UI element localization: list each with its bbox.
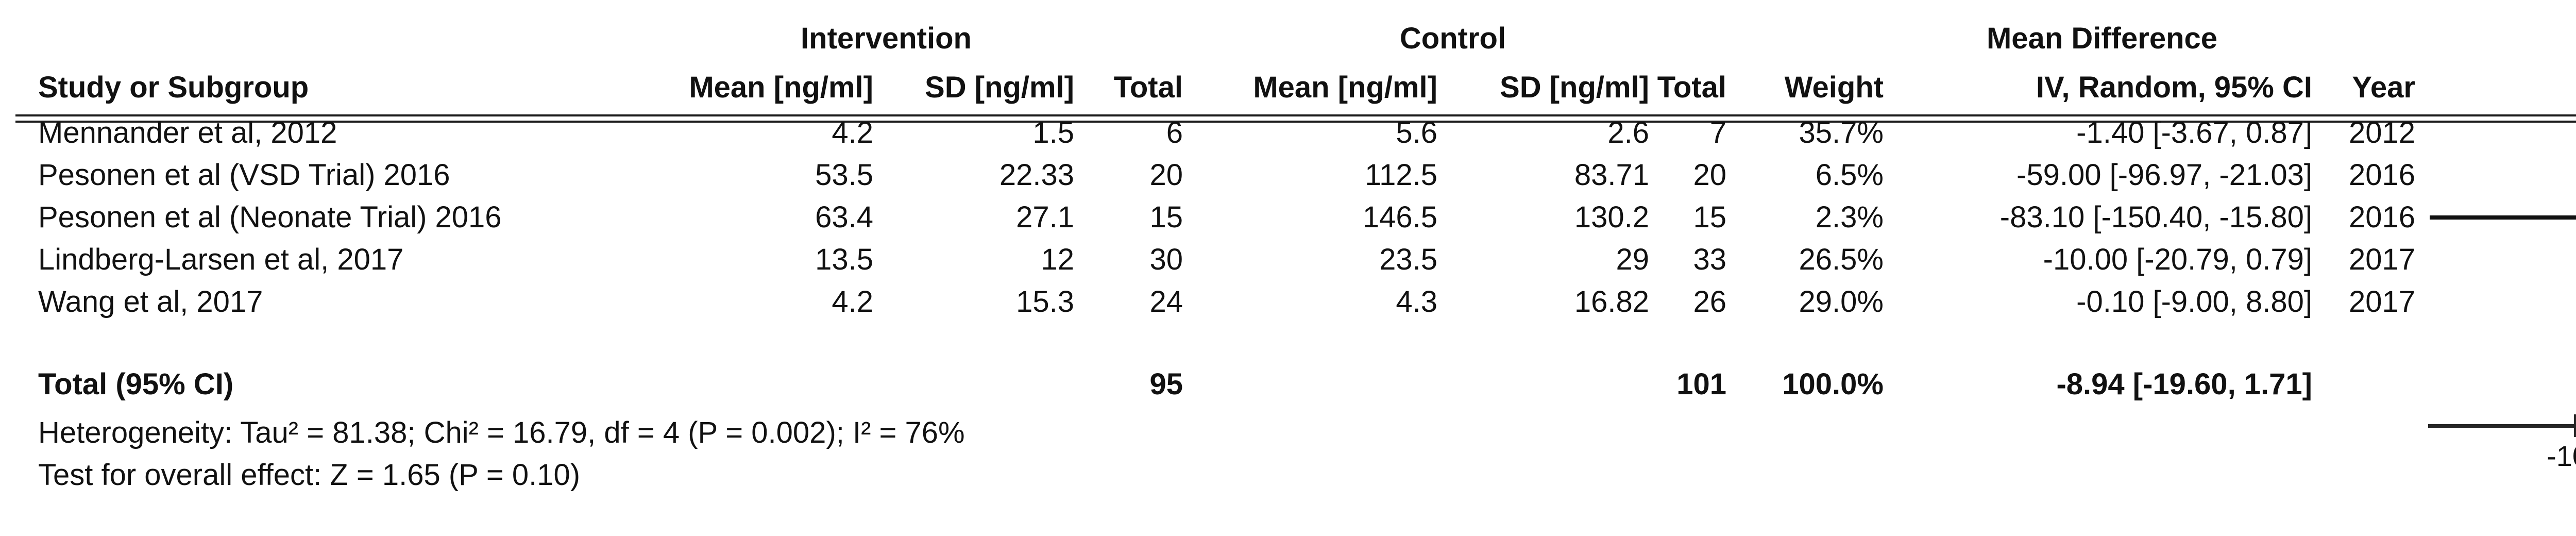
total-row: Total (95% CI) 95 101 100.0% -8.94 [-19.… (0, 367, 2576, 402)
heterogeneity-note: Heterogeneity: Tau² = 81.38; Chi² = 16.7… (38, 416, 965, 449)
col-iv-random-ci: IV, Random, 95% CI (2036, 71, 2312, 104)
control-sd: 29 (1616, 243, 1649, 276)
control-total: 7 (1709, 116, 1726, 149)
control-total: 33 (1693, 243, 1726, 276)
table-row: Mennander et al, 2012 4.2 1.5 6 5.6 2.6 … (0, 115, 2576, 150)
intervention-mean: 53.5 (815, 158, 873, 192)
intervention-sd: 15.3 (1016, 285, 1074, 319)
weight-value: 2.3% (1815, 200, 1884, 234)
md-ci-value: -83.10 [-150.40, -15.80] (1999, 200, 2312, 234)
column-header-row: Study or Subgroup Mean [ng/ml] SD [ng/ml… (0, 70, 2576, 105)
study-name: Wang et al, 2017 (38, 285, 263, 319)
table-row: Pesonen et al (Neonate Trial) 2016 63.4 … (0, 200, 2576, 235)
intervention-mean: 13.5 (815, 243, 873, 276)
control-sd: 16.82 (1574, 285, 1649, 319)
year-value: 2017 (2348, 243, 2415, 276)
intervention-mean: 63.4 (815, 200, 873, 234)
overall-effect-note: Test for overall effect: Z = 1.65 (P = 0… (38, 458, 581, 492)
col-study-or-subgroup: Study or Subgroup (38, 71, 309, 104)
x-axis-line (2428, 424, 2576, 428)
intervention-sd: 1.5 (1032, 116, 1074, 149)
year-value: 2012 (2348, 116, 2415, 149)
intervention-sd: 27.1 (1016, 200, 1074, 234)
control-sd: 83.71 (1574, 158, 1649, 192)
weight-value: 29.0% (1799, 285, 1884, 319)
axis-tick-label: -100 (2547, 440, 2576, 472)
intervention-sd: 12 (1041, 243, 1074, 276)
year-value: 2016 (2348, 158, 2415, 192)
md-ci-value: -10.00 [-20.79, 0.79] (2043, 243, 2312, 276)
col-weight: Weight (1784, 71, 1884, 104)
control-total: 26 (1693, 285, 1726, 319)
intervention-total: 30 (1149, 243, 1183, 276)
study-name: Pesonen et al (VSD Trial) 2016 (38, 158, 450, 192)
intervention-total: 24 (1149, 285, 1183, 319)
md-ci-value: -0.10 [-9.00, 8.80] (2076, 285, 2312, 319)
axis-tick (2574, 414, 2576, 437)
control-mean: 112.5 (1365, 158, 1437, 192)
weight-value: 6.5% (1815, 158, 1884, 192)
intervention-mean: 4.2 (832, 285, 873, 319)
favours-intervention-label: Favours [intervention] (2292, 473, 2576, 506)
col-control-total: Total (1657, 71, 1726, 104)
total-intervention-n: 95 (1149, 367, 1183, 401)
total-label: Total (95% CI) (38, 367, 234, 401)
control-mean: 146.5 (1362, 200, 1437, 234)
year-value: 2017 (2348, 285, 2415, 319)
group-header-row: Intervention Control Mean Difference Mea… (0, 21, 2576, 56)
intervention-total: 6 (1166, 116, 1183, 149)
col-intervention-total: Total (1113, 71, 1183, 104)
mean-difference-text-header: Mean Difference (1986, 22, 2218, 55)
table-row: Lindberg-Larsen et al, 2017 13.5 12 30 2… (0, 242, 2576, 277)
total-md-ci: -8.94 [-19.60, 1.71] (2056, 367, 2312, 401)
col-control-mean: Mean [ng/ml] (1253, 71, 1437, 104)
intervention-mean: 4.2 (832, 116, 873, 149)
col-year: Year (2352, 71, 2415, 104)
study-name: Pesonen et al (Neonate Trial) 2016 (38, 200, 502, 234)
header-divider-rule (15, 114, 2576, 123)
control-mean: 4.3 (1396, 285, 1437, 319)
control-mean: 23.5 (1379, 243, 1437, 276)
intervention-total: 20 (1149, 158, 1183, 192)
control-sd: 130.2 (1574, 200, 1649, 234)
total-control-n: 101 (1676, 367, 1726, 401)
confidence-interval-line (2429, 215, 2576, 220)
weight-value: 26.5% (1799, 243, 1884, 276)
study-name: Mennander et al, 2012 (38, 116, 337, 149)
intervention-group-header: Intervention (801, 22, 972, 55)
control-sd: 2.6 (1607, 116, 1649, 149)
table-row: Wang et al, 2017 4.2 15.3 24 4.3 16.82 2… (0, 284, 2576, 320)
control-mean: 5.6 (1396, 116, 1437, 149)
control-group-header: Control (1399, 22, 1506, 55)
col-intervention-mean: Mean [ng/ml] (689, 71, 873, 104)
col-control-sd: SD [ng/ml] (1500, 71, 1649, 104)
weight-value: 35.7% (1799, 116, 1884, 149)
year-value: 2016 (2348, 200, 2415, 234)
intervention-total: 15 (1149, 200, 1183, 234)
study-name: Lindberg-Larsen et al, 2017 (38, 243, 404, 276)
md-ci-value: -59.00 [-96.97, -21.03] (2016, 158, 2312, 192)
md-ci-value: -1.40 [-3.67, 0.87] (2076, 116, 2312, 149)
control-total: 20 (1693, 158, 1726, 192)
total-weight: 100.0% (1782, 367, 1884, 401)
intervention-sd: 22.33 (999, 158, 1074, 192)
col-intervention-sd: SD [ng/ml] (925, 71, 1074, 104)
control-total: 15 (1693, 200, 1726, 234)
table-row: Pesonen et al (VSD Trial) 2016 53.5 22.3… (0, 158, 2576, 193)
